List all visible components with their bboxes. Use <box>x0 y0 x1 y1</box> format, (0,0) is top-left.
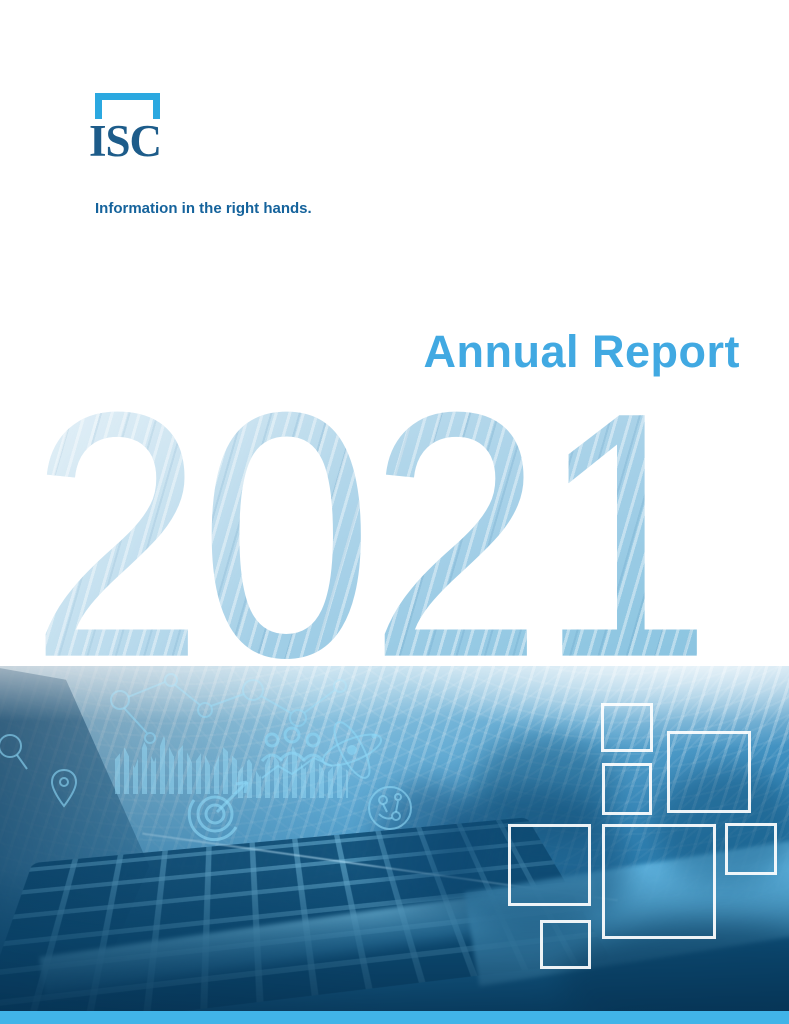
decor-square <box>508 824 591 906</box>
decor-square <box>602 824 716 939</box>
decor-square <box>667 731 751 813</box>
report-year: 2021 <box>30 361 708 710</box>
decor-square <box>540 920 591 969</box>
decor-square <box>725 823 777 875</box>
isc-logo-text: ISC <box>89 119 167 164</box>
report-cover-page: ISC Information in the right hands. Annu… <box>0 0 789 1024</box>
footer-accent-bar <box>0 1011 789 1024</box>
logo-tagline: Information in the right hands. <box>95 200 312 217</box>
decor-square <box>602 763 652 815</box>
